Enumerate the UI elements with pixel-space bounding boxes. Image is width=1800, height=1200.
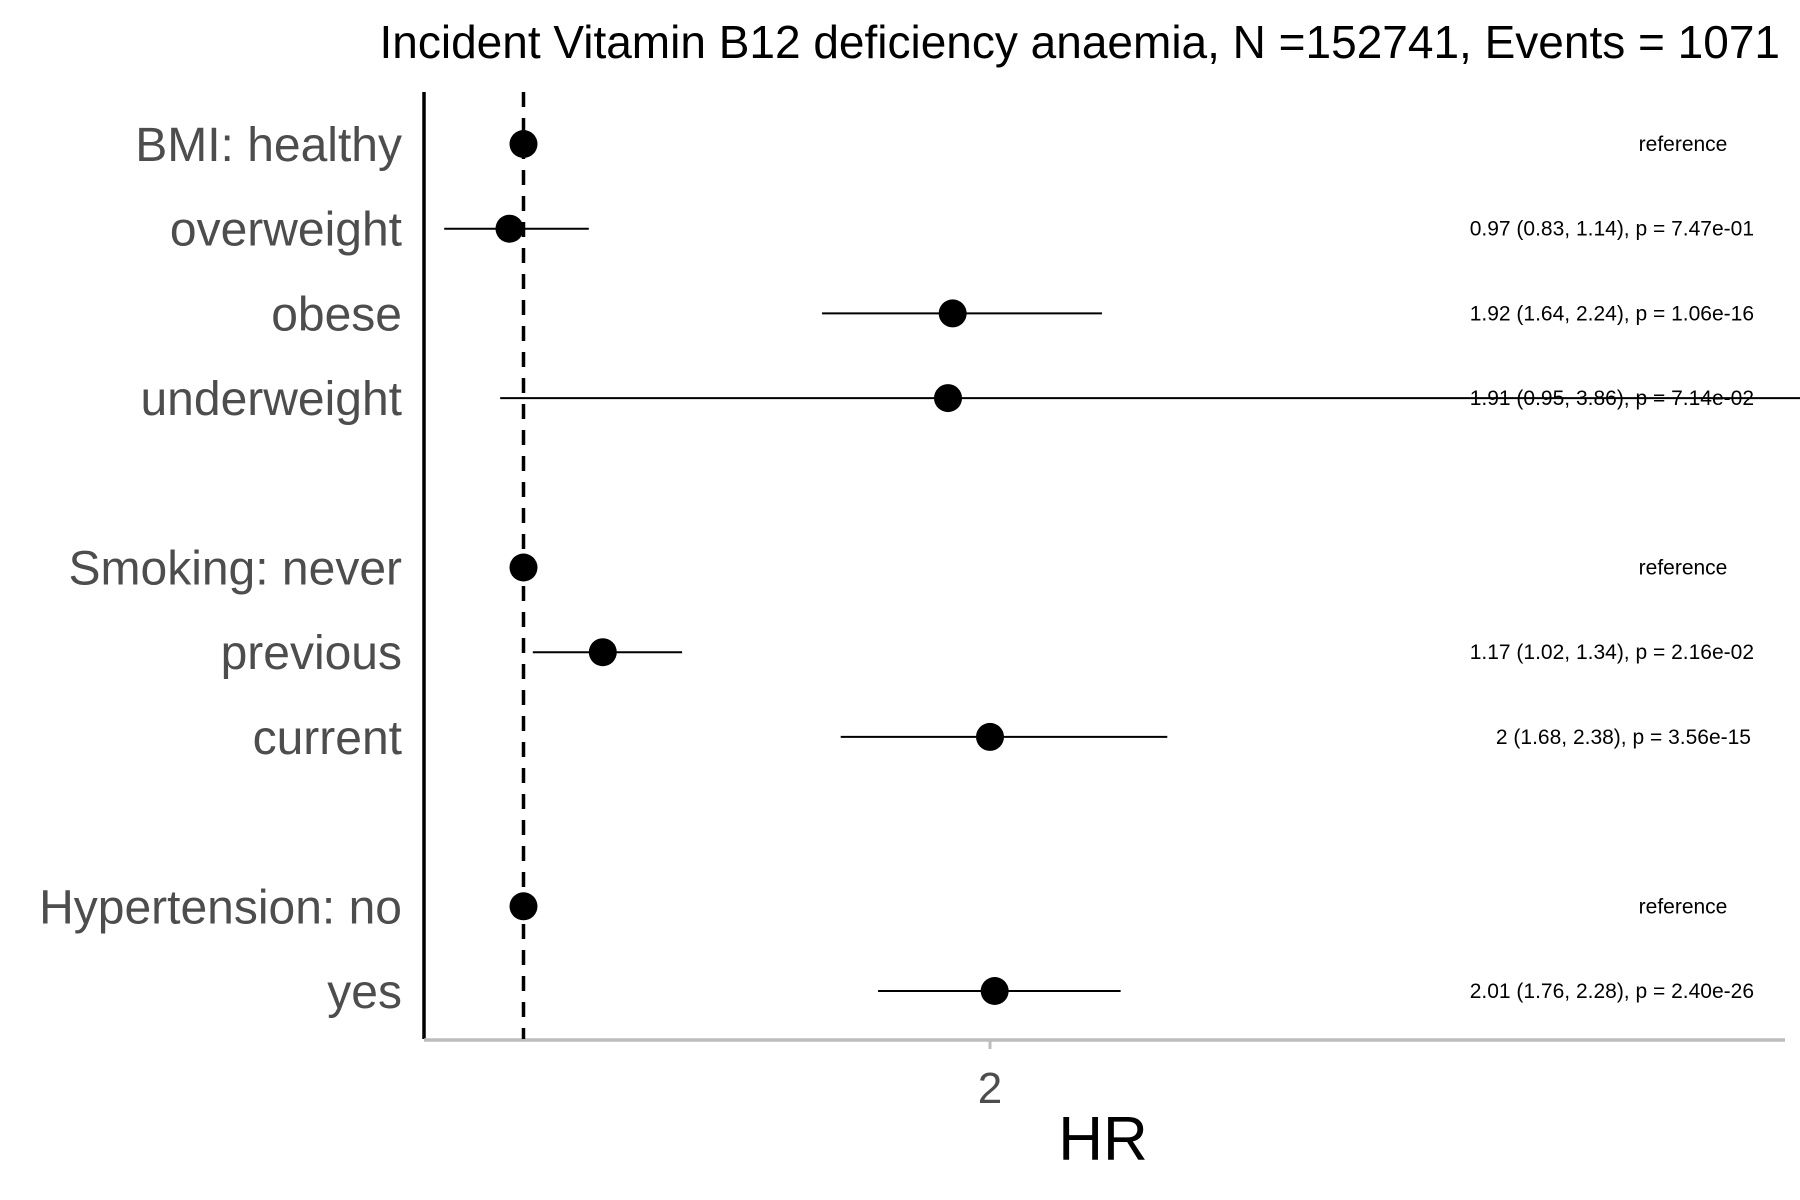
row-label-previous: previous <box>221 627 402 680</box>
estimate-obese: 1.92 (1.64, 2.24), p = 1.06e-16 <box>1470 302 1754 325</box>
point-hypertension-no <box>509 892 538 921</box>
x-tick-label-2: 2 <box>978 1064 1002 1113</box>
estimate-current: 2 (1.68, 2.38), p = 3.56e-15 <box>1496 726 1751 749</box>
point-underweight <box>934 384 963 413</box>
row-label-bmi-healthy: BMI: healthy <box>135 119 402 172</box>
point-yes <box>980 977 1009 1005</box>
point-current <box>976 722 1004 751</box>
point-obese <box>938 299 967 328</box>
chart-title: Incident Vitamin B12 deficiency anaemia,… <box>379 16 1780 68</box>
estimate-bmi-healthy: reference <box>1639 133 1728 156</box>
point-previous <box>588 638 617 667</box>
row-label-overweight: overweight <box>170 204 402 257</box>
estimate-overweight: 0.97 (0.83, 1.14), p = 7.47e-01 <box>1470 218 1754 241</box>
estimate-previous: 1.17 (1.02, 1.34), p = 2.16e-02 <box>1470 641 1754 664</box>
point-bmi-healthy <box>509 130 538 158</box>
row-label-underweight: underweight <box>140 373 402 426</box>
point-smoking-never <box>509 553 538 582</box>
estimate-underweight: 1.91 (0.95, 3.86), p = 7.14e-02 <box>1470 387 1754 410</box>
row-label-hypertension-no: Hypertension: no <box>39 881 402 934</box>
row-label-current: current <box>253 712 402 765</box>
point-overweight <box>495 214 524 243</box>
row-label-smoking-never: Smoking: never <box>69 543 403 596</box>
row-label-yes: yes <box>327 966 402 1019</box>
estimate-hypertension-no: reference <box>1639 895 1728 918</box>
row-label-obese: obese <box>271 288 402 341</box>
x-axis-title: HR <box>1058 1105 1148 1174</box>
estimate-yes: 2.01 (1.76, 2.28), p = 2.40e-26 <box>1470 980 1754 1003</box>
estimate-smoking-never: reference <box>1639 557 1728 580</box>
